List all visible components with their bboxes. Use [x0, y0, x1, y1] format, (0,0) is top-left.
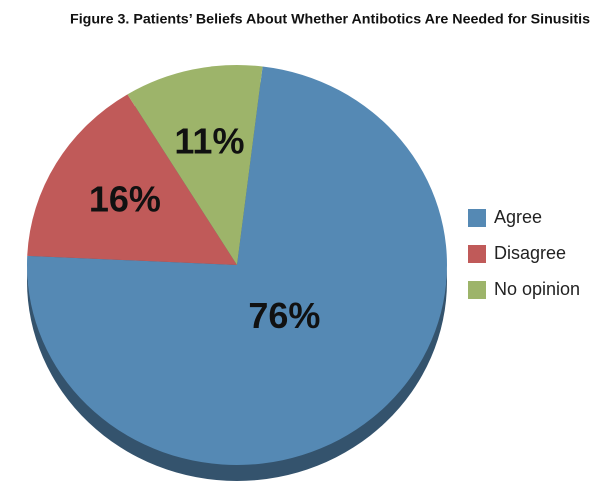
- legend-label: No opinion: [494, 279, 580, 299]
- data-label: 76%: [248, 295, 320, 336]
- pie-slice: [26, 66, 447, 466]
- data-label: 11%: [174, 120, 244, 161]
- pie-slice: [27, 94, 238, 265]
- legend-label: Agree: [494, 207, 542, 227]
- legend-label: Disagree: [494, 243, 566, 263]
- legend-swatch: [468, 281, 486, 299]
- chart-title: Figure 3. Patients’ Beliefs About Whethe…: [70, 11, 590, 27]
- pie-slice: [127, 65, 263, 265]
- data-label: 16%: [89, 178, 161, 219]
- legend-swatch: [468, 209, 486, 227]
- legend-swatch: [468, 245, 486, 263]
